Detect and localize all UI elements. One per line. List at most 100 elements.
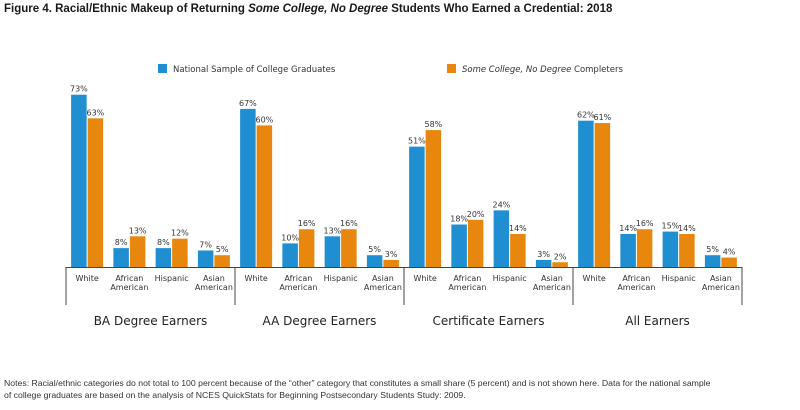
bar-value-label: 13% <box>129 226 147 235</box>
bar <box>467 219 484 267</box>
bar-value-label: 5% <box>216 245 229 254</box>
group-label: BA Degree Earners <box>94 314 208 328</box>
bar-value-label: 58% <box>424 120 442 129</box>
category-label: White <box>244 274 267 283</box>
bar <box>535 259 552 267</box>
bar <box>172 238 188 267</box>
bar-value-label: 51% <box>408 137 426 146</box>
bar <box>662 231 679 267</box>
category-label: Asian <box>203 274 225 283</box>
bar <box>240 108 256 267</box>
category-label: American <box>448 283 486 292</box>
notes-line-1: Notes: Racial/ethnic categories do not t… <box>4 378 711 388</box>
bar-value-label: 3% <box>537 250 550 259</box>
category-label: Hispanic <box>324 274 358 283</box>
bar <box>113 248 129 267</box>
category-label: Asian <box>541 274 563 283</box>
category-label: White <box>413 274 436 283</box>
bar <box>721 257 737 267</box>
figure-title: Figure 4. Racial/Ethnic Makeup of Return… <box>4 3 613 15</box>
bar <box>409 146 425 267</box>
legend-label-some-college: Some College, No Degree Completers <box>462 65 623 75</box>
category-label: African <box>284 274 312 283</box>
category-label: American <box>195 283 233 292</box>
bar-value-label: 13% <box>323 226 341 235</box>
bar-value-label: 62% <box>577 111 595 120</box>
legend-label-national: National Sample of College Graduates <box>173 65 336 75</box>
bar <box>704 255 721 267</box>
bar <box>129 236 146 267</box>
bar <box>510 233 526 267</box>
bar <box>493 210 510 267</box>
legend-swatch-national <box>158 64 167 73</box>
bar-value-label: 16% <box>298 219 316 228</box>
bar-value-label: 7% <box>199 240 212 249</box>
category-label: White <box>582 274 605 283</box>
bar <box>197 250 214 267</box>
category-label: Hispanic <box>493 274 527 283</box>
bar-value-label: 12% <box>171 229 189 238</box>
bar <box>620 233 636 267</box>
bar <box>366 255 383 267</box>
bar-chart: 73%63%White8%13%AfricanAmerican8%12%Hisp… <box>65 85 743 328</box>
category-label: African <box>622 274 650 283</box>
group-label: Certificate Earners <box>433 314 545 328</box>
bar <box>87 118 104 267</box>
bar-value-label: 14% <box>619 224 637 233</box>
category-label: American <box>533 283 571 292</box>
category-label: American <box>364 283 402 292</box>
category-label: American <box>279 283 317 292</box>
category-label: African <box>453 274 481 283</box>
bar <box>594 123 611 267</box>
bar <box>552 262 568 267</box>
bar-value-label: 60% <box>255 115 273 124</box>
bar-value-label: 10% <box>281 233 299 242</box>
category-label: African <box>115 274 143 283</box>
bar-value-label: 73% <box>70 85 88 94</box>
category-label: Hispanic <box>155 274 189 283</box>
group-label: All Earners <box>625 314 690 328</box>
bar-value-label: 8% <box>115 238 128 247</box>
bar-value-label: 14% <box>509 224 527 233</box>
category-label: American <box>617 283 655 292</box>
category-label: Asian <box>372 274 394 283</box>
bar-value-label: 18% <box>450 215 468 224</box>
notes-line-2: of college graduates are based on the an… <box>4 390 466 400</box>
group-label: AA Degree Earners <box>263 314 377 328</box>
bar-value-label: 67% <box>239 99 257 108</box>
bar <box>383 259 399 267</box>
category-label: American <box>702 283 740 292</box>
bar-value-label: 16% <box>340 219 358 228</box>
bar-value-label: 20% <box>467 210 485 219</box>
category-label: White <box>75 274 98 283</box>
legend-swatch-some-college <box>447 64 456 73</box>
chart-legend: National Sample of College Graduates Som… <box>158 64 623 75</box>
bar <box>425 130 442 267</box>
bar-value-label: 63% <box>86 108 104 117</box>
bar-value-label: 16% <box>636 219 654 228</box>
bar-value-label: 5% <box>368 245 381 254</box>
bar <box>155 248 172 267</box>
bar <box>324 236 341 267</box>
category-label: American <box>110 283 148 292</box>
bar <box>578 120 594 268</box>
bar <box>451 224 467 267</box>
bar <box>298 229 315 267</box>
bar <box>341 229 357 267</box>
bar-value-label: 4% <box>723 248 736 257</box>
bar <box>282 243 298 267</box>
bar-value-label: 5% <box>706 245 719 254</box>
bar <box>71 94 87 267</box>
bar <box>256 125 273 268</box>
bar-value-label: 15% <box>661 222 679 231</box>
bar-value-label: 3% <box>385 250 398 259</box>
category-label: Asian <box>710 274 732 283</box>
bar-value-label: 61% <box>593 113 611 122</box>
bar <box>679 233 695 267</box>
category-label: Hispanic <box>662 274 696 283</box>
bar <box>214 255 230 267</box>
bar <box>636 229 653 267</box>
bar-value-label: 2% <box>554 252 567 261</box>
bar-value-label: 24% <box>492 200 510 209</box>
